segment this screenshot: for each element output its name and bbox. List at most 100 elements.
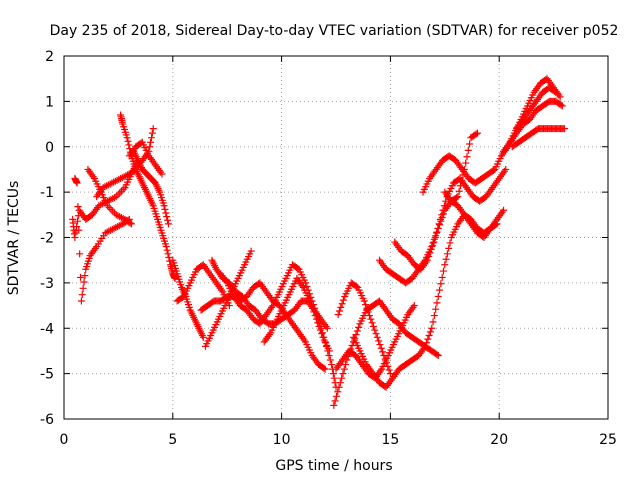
data-point bbox=[433, 229, 441, 237]
data-point bbox=[163, 246, 171, 254]
data-point bbox=[162, 243, 170, 251]
data-point bbox=[73, 217, 81, 225]
data-point bbox=[146, 143, 154, 151]
data-point bbox=[460, 165, 468, 173]
data-point bbox=[429, 242, 437, 250]
data-point bbox=[329, 370, 337, 378]
data-point bbox=[147, 138, 155, 146]
data-point bbox=[330, 374, 338, 382]
data-point bbox=[160, 202, 168, 210]
y-tick-label: -5 bbox=[40, 367, 54, 383]
data-point bbox=[334, 311, 342, 319]
series-track-25 bbox=[513, 84, 560, 133]
data-point bbox=[459, 171, 467, 179]
data-point bbox=[369, 322, 377, 330]
data-point bbox=[125, 141, 133, 149]
data-point bbox=[76, 250, 84, 258]
data-point bbox=[331, 397, 339, 405]
data-point bbox=[445, 244, 453, 252]
data-point bbox=[107, 205, 115, 213]
data-point bbox=[458, 176, 466, 184]
data-point bbox=[439, 206, 447, 214]
data-point bbox=[74, 203, 82, 211]
data-point bbox=[379, 348, 387, 356]
data-point bbox=[425, 253, 433, 261]
data-point bbox=[462, 159, 470, 167]
data-point bbox=[466, 140, 474, 148]
data-point bbox=[434, 224, 442, 232]
data-point bbox=[456, 182, 464, 190]
data-point bbox=[442, 255, 450, 263]
data-point bbox=[463, 153, 471, 161]
data-point bbox=[161, 205, 169, 213]
data-point bbox=[430, 238, 438, 246]
data-point bbox=[165, 253, 173, 261]
x-tick-label: 0 bbox=[60, 432, 69, 448]
data-point bbox=[375, 337, 383, 345]
data-point bbox=[552, 88, 560, 96]
data-point bbox=[247, 247, 255, 255]
data-point bbox=[328, 361, 336, 369]
data-point bbox=[490, 166, 498, 174]
data-point bbox=[338, 300, 346, 308]
data-point bbox=[430, 312, 438, 320]
data-point bbox=[338, 374, 346, 382]
data-point bbox=[162, 209, 170, 217]
data-point bbox=[424, 335, 432, 343]
data-point bbox=[437, 280, 445, 288]
data-point bbox=[166, 257, 174, 265]
data-point bbox=[464, 146, 472, 154]
data-point bbox=[431, 234, 439, 241]
data-point bbox=[315, 322, 323, 330]
data-point bbox=[339, 370, 347, 378]
data-point bbox=[81, 272, 89, 280]
data-point bbox=[116, 189, 124, 197]
data-point bbox=[426, 328, 434, 336]
series-track-24 bbox=[508, 125, 568, 151]
y-tick-labels: 2 1 0 -1 -2 -3 -4 -5 -6 bbox=[40, 49, 54, 428]
data-point bbox=[294, 264, 302, 272]
data-point bbox=[425, 332, 433, 340]
data-point bbox=[438, 211, 446, 219]
y-tick-label: -2 bbox=[40, 231, 54, 247]
data-point bbox=[77, 297, 85, 305]
data-point bbox=[432, 305, 440, 313]
data-point bbox=[433, 351, 441, 359]
series-track-5 bbox=[117, 111, 179, 282]
data-point bbox=[73, 179, 81, 187]
y-tick-label: -3 bbox=[40, 276, 54, 292]
data-point bbox=[316, 326, 324, 334]
data-point bbox=[323, 324, 331, 332]
data-point bbox=[472, 130, 480, 138]
data-point bbox=[377, 344, 385, 352]
data-point bbox=[371, 326, 379, 334]
data-point bbox=[352, 283, 360, 291]
series-track-18 bbox=[349, 211, 501, 391]
data-point bbox=[439, 267, 447, 275]
data-point bbox=[455, 187, 463, 195]
data-point bbox=[453, 194, 461, 202]
data-point bbox=[117, 187, 125, 195]
data-point bbox=[434, 351, 442, 359]
data-point bbox=[443, 250, 451, 258]
data-point bbox=[314, 319, 322, 327]
data-point bbox=[384, 362, 392, 370]
data-point bbox=[423, 339, 431, 347]
data-point bbox=[158, 170, 166, 178]
series-track-8 bbox=[169, 256, 207, 341]
data-point bbox=[560, 125, 568, 133]
data-point bbox=[367, 315, 375, 323]
data-point bbox=[376, 341, 384, 349]
data-point bbox=[337, 303, 345, 311]
data-point bbox=[78, 291, 86, 299]
data-point bbox=[321, 365, 329, 373]
data-point bbox=[164, 220, 172, 228]
data-point bbox=[410, 302, 418, 310]
data-point bbox=[306, 297, 314, 305]
data-point bbox=[500, 206, 508, 214]
series-track-7 bbox=[125, 138, 166, 178]
data-point bbox=[318, 330, 326, 338]
data-point bbox=[326, 356, 334, 364]
x-tick-label: 5 bbox=[168, 432, 177, 448]
